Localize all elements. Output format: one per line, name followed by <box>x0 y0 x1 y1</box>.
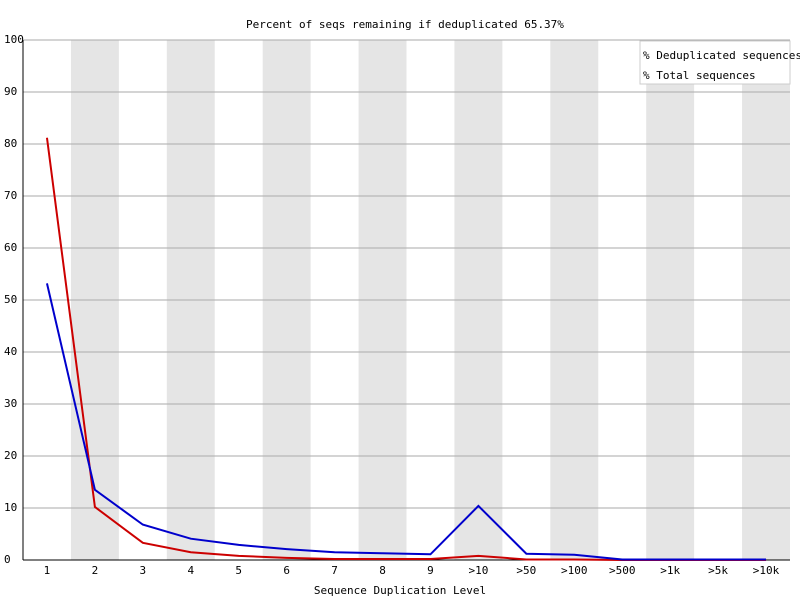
y-tick-label: 30 <box>4 397 17 410</box>
x-tick-label: >10k <box>753 564 780 577</box>
y-tick-label: 20 <box>4 449 17 462</box>
x-tick-label: >5k <box>708 564 728 577</box>
x-tick-label: >100 <box>561 564 588 577</box>
x-tick-label: 3 <box>140 564 147 577</box>
x-tick-label: 7 <box>331 564 338 577</box>
x-axis-label: Sequence Duplication Level <box>314 584 486 597</box>
chart-title: Percent of seqs remaining if deduplicate… <box>246 18 564 31</box>
legend-label: % Deduplicated sequences <box>643 49 800 62</box>
legend-label: % Total sequences <box>643 69 756 82</box>
x-tick-label: 4 <box>187 564 194 577</box>
x-tick-label: >1k <box>660 564 680 577</box>
y-tick-label: 0 <box>4 553 11 566</box>
x-tick-label: >50 <box>516 564 536 577</box>
y-tick-label: 60 <box>4 241 17 254</box>
y-tick-label: 80 <box>4 137 17 150</box>
x-tick-label: 6 <box>283 564 290 577</box>
x-tick-label: 5 <box>235 564 242 577</box>
x-tick-label: 2 <box>92 564 99 577</box>
x-tick-label: >10 <box>468 564 488 577</box>
legend-box <box>639 40 791 85</box>
y-tick-label: 50 <box>4 293 17 306</box>
y-tick-label: 100 <box>4 33 24 46</box>
y-tick-label: 90 <box>4 85 17 98</box>
y-tick-label: 70 <box>4 189 17 202</box>
series-line <box>45 283 767 561</box>
x-tick-label: 1 <box>44 564 51 577</box>
x-tick-label: >500 <box>609 564 636 577</box>
y-tick-label: 10 <box>4 501 17 514</box>
x-tick-label: 9 <box>427 564 434 577</box>
y-tick-label: 40 <box>4 345 17 358</box>
x-tick-label: 8 <box>379 564 386 577</box>
